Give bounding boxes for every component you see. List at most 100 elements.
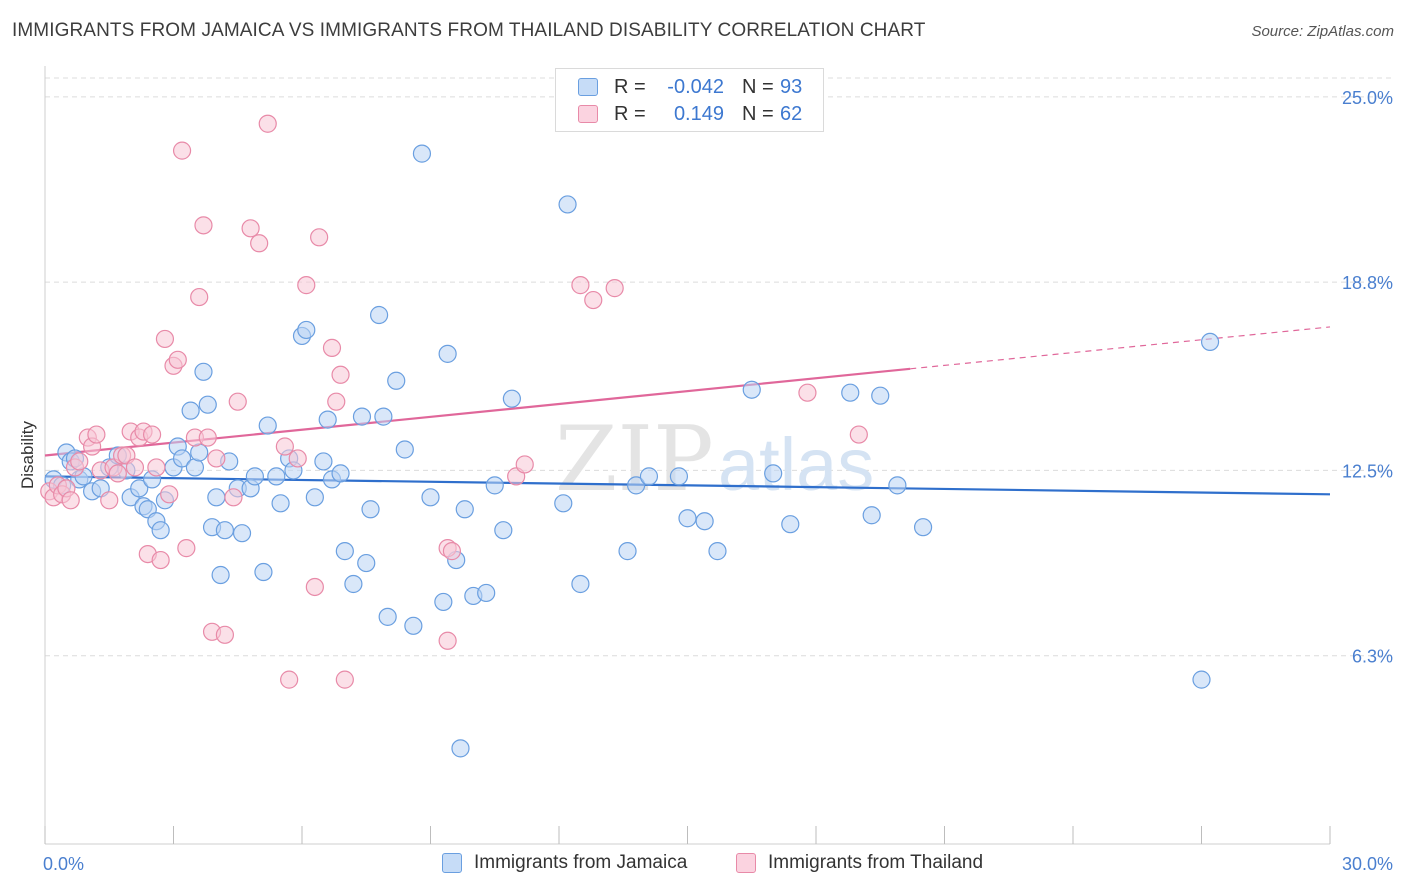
y-tick-label: 6.3% bbox=[1352, 647, 1393, 667]
jamaica-point bbox=[245, 467, 264, 486]
thailand-point bbox=[224, 488, 243, 507]
thailand-point bbox=[305, 577, 324, 597]
jamaica-point bbox=[871, 386, 890, 405]
thailand-point bbox=[515, 455, 534, 474]
thailand-point bbox=[207, 449, 226, 468]
thailand-point bbox=[190, 287, 209, 307]
jamaica-point bbox=[305, 488, 324, 507]
thailand-point bbox=[198, 428, 217, 447]
thailand-point bbox=[177, 539, 196, 558]
thailand-point bbox=[125, 458, 145, 477]
jamaica-point bbox=[344, 574, 363, 594]
jamaica-point bbox=[374, 407, 393, 426]
tick-labels: 6.3% 12.5% 18.8% 25.0% 0.0% 30.0% bbox=[43, 88, 1393, 874]
thailand-point bbox=[331, 365, 350, 384]
r-value: 0.149 bbox=[673, 102, 724, 125]
jamaica-point bbox=[554, 494, 573, 513]
jamaica-point bbox=[232, 524, 252, 543]
y-tick-label: 25.0% bbox=[1342, 88, 1393, 108]
jamaica-point bbox=[438, 344, 457, 363]
jamaica-point bbox=[841, 383, 860, 402]
jamaica-point bbox=[781, 515, 800, 534]
r-value: -0.042 bbox=[667, 75, 724, 98]
jamaica-point bbox=[913, 518, 933, 537]
jamaica-point bbox=[181, 401, 200, 420]
jamaica-point bbox=[1200, 332, 1220, 352]
jamaica-point bbox=[267, 467, 286, 486]
jamaica-point bbox=[352, 407, 372, 426]
n-label: N = bbox=[742, 75, 774, 98]
jamaica-point bbox=[477, 583, 496, 603]
thailand-point bbox=[849, 425, 868, 444]
jamaica-point bbox=[361, 500, 380, 519]
thailand-point bbox=[160, 485, 179, 504]
thailand-point bbox=[142, 425, 162, 444]
jamaica-point bbox=[198, 395, 217, 414]
jamaica-point bbox=[271, 494, 290, 513]
jamaica-point bbox=[618, 542, 637, 561]
thailand-point bbox=[70, 452, 89, 471]
jamaica-legend-label: Immigrants from Jamaica bbox=[474, 852, 688, 873]
jamaica-point bbox=[434, 592, 453, 612]
thailand-point bbox=[151, 550, 170, 570]
thailand-point bbox=[327, 392, 346, 411]
thailand-legend-label: Immigrants from Thailand bbox=[768, 852, 984, 873]
y-tick-label: 18.8% bbox=[1342, 273, 1393, 293]
jamaica-point bbox=[571, 574, 590, 594]
thailand-point bbox=[275, 437, 294, 456]
jamaica-point bbox=[669, 467, 689, 486]
jamaica-point bbox=[130, 479, 149, 498]
thailand-point bbox=[194, 216, 213, 235]
chart-title: IMMIGRANTS FROM JAMAICA VS IMMIGRANTS FR… bbox=[12, 20, 926, 41]
watermark: ZIP atlas bbox=[555, 407, 874, 512]
jamaica-point bbox=[185, 458, 205, 477]
jamaica-point bbox=[370, 305, 389, 325]
jamaica-point bbox=[254, 562, 273, 582]
thailand-point bbox=[250, 234, 269, 253]
thailand-point bbox=[172, 141, 192, 160]
thailand-trend-extension bbox=[910, 326, 1331, 370]
n-value: 62 bbox=[780, 102, 803, 125]
jamaica-point bbox=[451, 739, 470, 758]
jamaica-point bbox=[742, 380, 761, 399]
thailand-point bbox=[438, 631, 457, 650]
jamaica-point bbox=[211, 565, 230, 585]
thailand-point bbox=[155, 329, 175, 349]
thailand-point bbox=[584, 290, 603, 310]
jamaica-point bbox=[412, 144, 432, 163]
r-label: R = bbox=[614, 75, 646, 98]
legend-item-thailand[interactable]: Immigrants from Thailand bbox=[736, 852, 983, 874]
stats-legend: R = -0.042 N = 93 R = 0.149 N = 62 bbox=[555, 68, 824, 132]
jamaica-point bbox=[764, 464, 783, 483]
thailand-point bbox=[168, 350, 187, 369]
n-label: N = bbox=[742, 102, 774, 125]
stats-row-thailand: R = 0.149 N = 62 bbox=[578, 102, 812, 126]
stats-row-jamaica: R = -0.042 N = 93 bbox=[578, 75, 812, 99]
thailand-point bbox=[798, 383, 817, 402]
thailand-point bbox=[61, 491, 80, 510]
thailand-point bbox=[442, 542, 462, 561]
jamaica-point bbox=[331, 464, 350, 483]
thailand-point bbox=[108, 464, 127, 483]
watermark-atlas: atlas bbox=[718, 423, 874, 506]
thailand-point bbox=[297, 276, 316, 295]
jamaica-point bbox=[297, 320, 316, 340]
thailand-point bbox=[100, 491, 119, 510]
jamaica-point bbox=[335, 542, 354, 561]
jamaica-point bbox=[639, 467, 659, 486]
jamaica-point bbox=[194, 362, 213, 381]
jamaica-point bbox=[888, 476, 907, 495]
legend-item-jamaica[interactable]: Immigrants from Jamaica bbox=[442, 852, 687, 874]
watermark-zip: ZIP bbox=[555, 407, 714, 512]
jamaica-point bbox=[626, 476, 646, 495]
jamaica-point bbox=[395, 440, 414, 459]
gridlines bbox=[45, 77, 1395, 657]
thailand-point bbox=[605, 279, 624, 298]
jamaica-point bbox=[678, 509, 697, 528]
thailand-point bbox=[310, 228, 329, 247]
jamaica-point bbox=[494, 521, 513, 540]
jamaica-point bbox=[318, 410, 337, 429]
jamaica-point bbox=[404, 616, 423, 635]
jamaica-point bbox=[190, 443, 209, 462]
